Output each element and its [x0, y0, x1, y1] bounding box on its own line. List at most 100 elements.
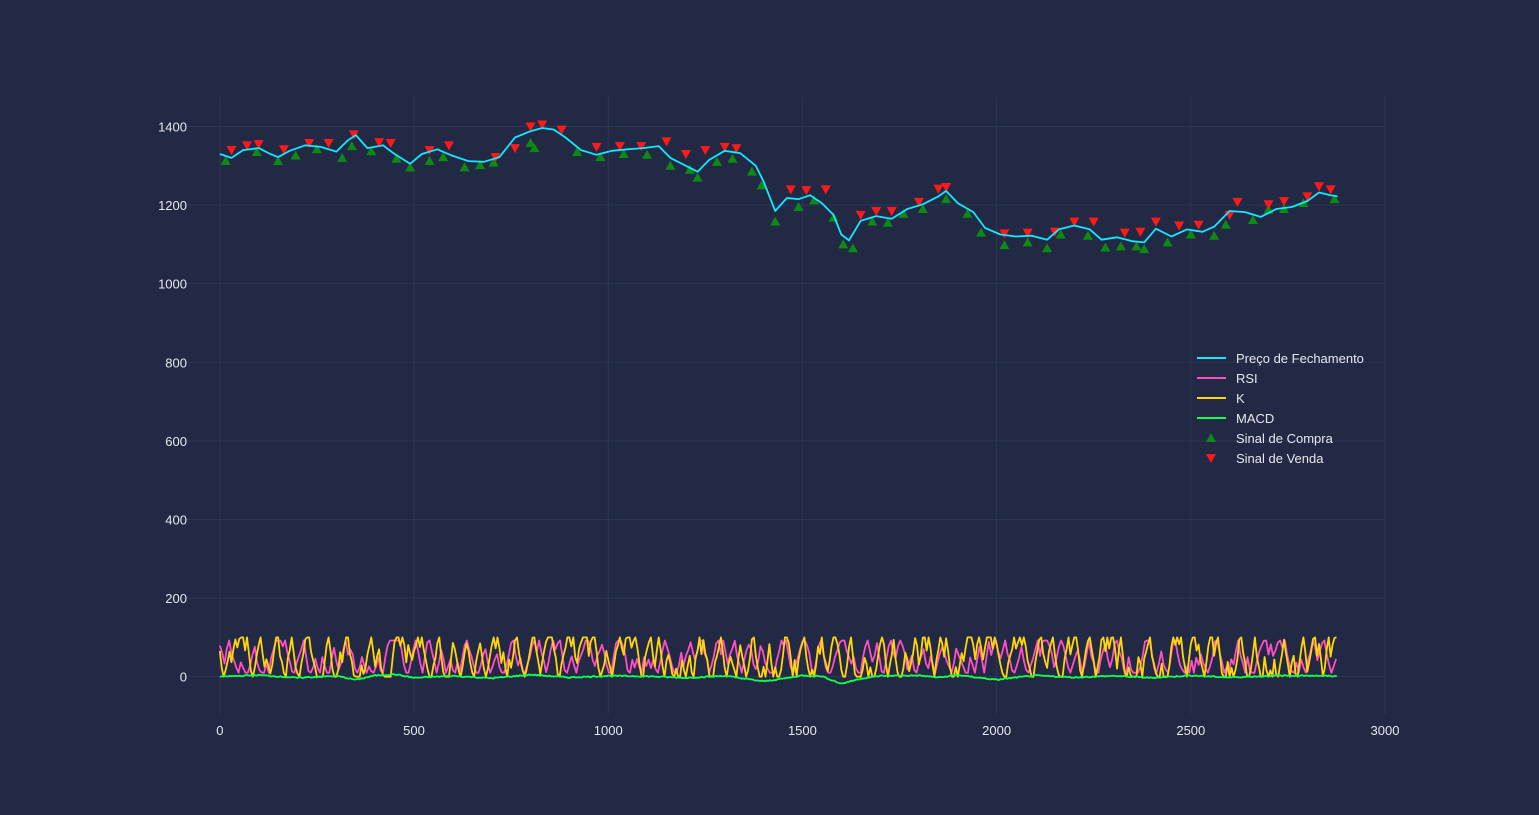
legend-label: K — [1236, 391, 1245, 406]
sell-signal-marker — [871, 206, 882, 216]
sell-signal-marker — [1313, 182, 1324, 192]
x-tick-label: 3000 — [1371, 723, 1400, 738]
sell-signal-marker — [537, 120, 548, 130]
sell-signal-marker — [941, 182, 952, 192]
buy-signal-marker — [391, 153, 402, 163]
buy-signal-marker — [424, 156, 435, 166]
buy-signal-marker — [220, 156, 231, 166]
sell-signal-marker — [443, 141, 454, 151]
sell-signal-marker — [855, 210, 866, 220]
buy-signal-marker — [1055, 229, 1066, 239]
buy-signal-marker — [1100, 242, 1111, 252]
legend-swatch-marker — [1206, 454, 1216, 463]
legend-label: RSI — [1236, 371, 1258, 386]
buy-signal-marker — [642, 149, 653, 159]
x-tick-label: 0 — [216, 723, 223, 738]
buy-signal-marker — [488, 157, 499, 167]
buy-signal-marker — [1329, 194, 1340, 204]
sell-signal-marker — [933, 184, 944, 194]
buy-signal-marker — [917, 204, 928, 214]
sell-signal-marker — [661, 137, 672, 147]
sell-signal-marker — [323, 138, 334, 148]
buy-signal-marker — [438, 152, 449, 162]
y-tick-label: 1400 — [158, 119, 187, 134]
sell-signal-marker — [510, 144, 521, 154]
series-line-macd — [219, 673, 1337, 685]
buy-signal-marker — [366, 146, 377, 156]
y-tick-label: 0 — [180, 670, 187, 685]
buy-signal-marker — [618, 148, 629, 158]
buy-signal-marker — [1162, 237, 1173, 247]
buy-signal-marker — [1042, 243, 1053, 253]
buy-signal-marker — [898, 208, 909, 218]
sell-signal-marker — [785, 185, 796, 195]
sell-signal-marker — [636, 142, 647, 152]
buy-signal-marker — [809, 195, 820, 205]
buy-signal-marker — [273, 156, 284, 166]
buy-signal-marker — [595, 152, 606, 162]
sell-signal-marker — [1325, 185, 1336, 195]
sell-signal-marker — [886, 206, 897, 216]
x-tick-label: 500 — [403, 723, 425, 738]
buy-signal-marker — [529, 143, 540, 153]
sell-signal-marker — [278, 145, 289, 155]
grid — [181, 97, 1386, 714]
buy-signal-marker — [1247, 215, 1258, 225]
y-tick-label: 600 — [165, 434, 187, 449]
buy-signal-marker — [941, 194, 952, 204]
buy-signal-marker — [337, 152, 348, 162]
buy-signal-marker — [838, 239, 849, 249]
buy-signal-marker — [665, 160, 676, 170]
sell-signal-marker — [226, 146, 237, 156]
buy-signal-marker — [1139, 244, 1150, 254]
buy-signal-marker — [793, 202, 804, 212]
buy-signal-marker — [999, 240, 1010, 250]
sell-signal-marker — [1279, 197, 1290, 207]
sell-signal-marker — [304, 138, 315, 148]
buy-signal-marker — [692, 172, 703, 182]
buy-signal-marker — [962, 208, 973, 218]
buy-signal-marker — [290, 150, 301, 160]
buy-signal-marker — [1209, 230, 1220, 240]
buy-signal-marker — [867, 216, 878, 226]
legend-swatch-marker — [1206, 433, 1216, 442]
sell-signal-marker — [1232, 197, 1243, 207]
sell-signal-marker — [348, 130, 359, 140]
sell-signal-marker — [820, 185, 831, 195]
buy-signal-marker — [251, 147, 262, 157]
sell-signal-marker — [1135, 227, 1146, 237]
legend-label: Preço de Fechamento — [1236, 351, 1364, 366]
sell-signal-marker — [680, 149, 691, 159]
marker-group — [220, 137, 1340, 254]
sell-signal-marker — [1302, 192, 1313, 202]
sell-signal-marker — [999, 229, 1010, 239]
legend-label: Sinal de Venda — [1236, 451, 1324, 466]
sell-signal-marker — [253, 140, 264, 150]
sell-signal-marker — [525, 122, 536, 132]
axes: 0 200 400 600 800 1000 1200 1400 0 500 1000 1500 200… — [158, 119, 1399, 738]
x-tick-label: 1000 — [594, 723, 623, 738]
buy-signal-marker — [459, 162, 470, 172]
sell-signal-marker — [1022, 228, 1033, 238]
y-tick-label: 200 — [165, 591, 187, 606]
buy-signal-marker — [1082, 230, 1093, 240]
x-tick-label: 2000 — [982, 723, 1011, 738]
series-line-k — [218, 636, 1337, 678]
buy-signal-marker — [572, 147, 583, 157]
buy-signal-marker — [346, 141, 357, 151]
legend-label: MACD — [1236, 411, 1274, 426]
x-tick-label: 2500 — [1176, 723, 1205, 738]
sell-signal-marker — [1069, 217, 1080, 227]
buy-signal-marker — [756, 180, 767, 190]
sell-signal-marker — [242, 141, 253, 151]
buy-signal-marker — [684, 164, 695, 174]
buy-signal-marker — [847, 243, 858, 253]
buy-signal-marker — [1185, 229, 1196, 239]
buy-signal-marker — [1220, 219, 1231, 229]
legend-label: Sinal de Compra — [1236, 431, 1334, 446]
sell-signal-marker — [731, 144, 742, 154]
y-tick-label: 1000 — [158, 277, 187, 292]
plot-area — [218, 120, 1340, 685]
